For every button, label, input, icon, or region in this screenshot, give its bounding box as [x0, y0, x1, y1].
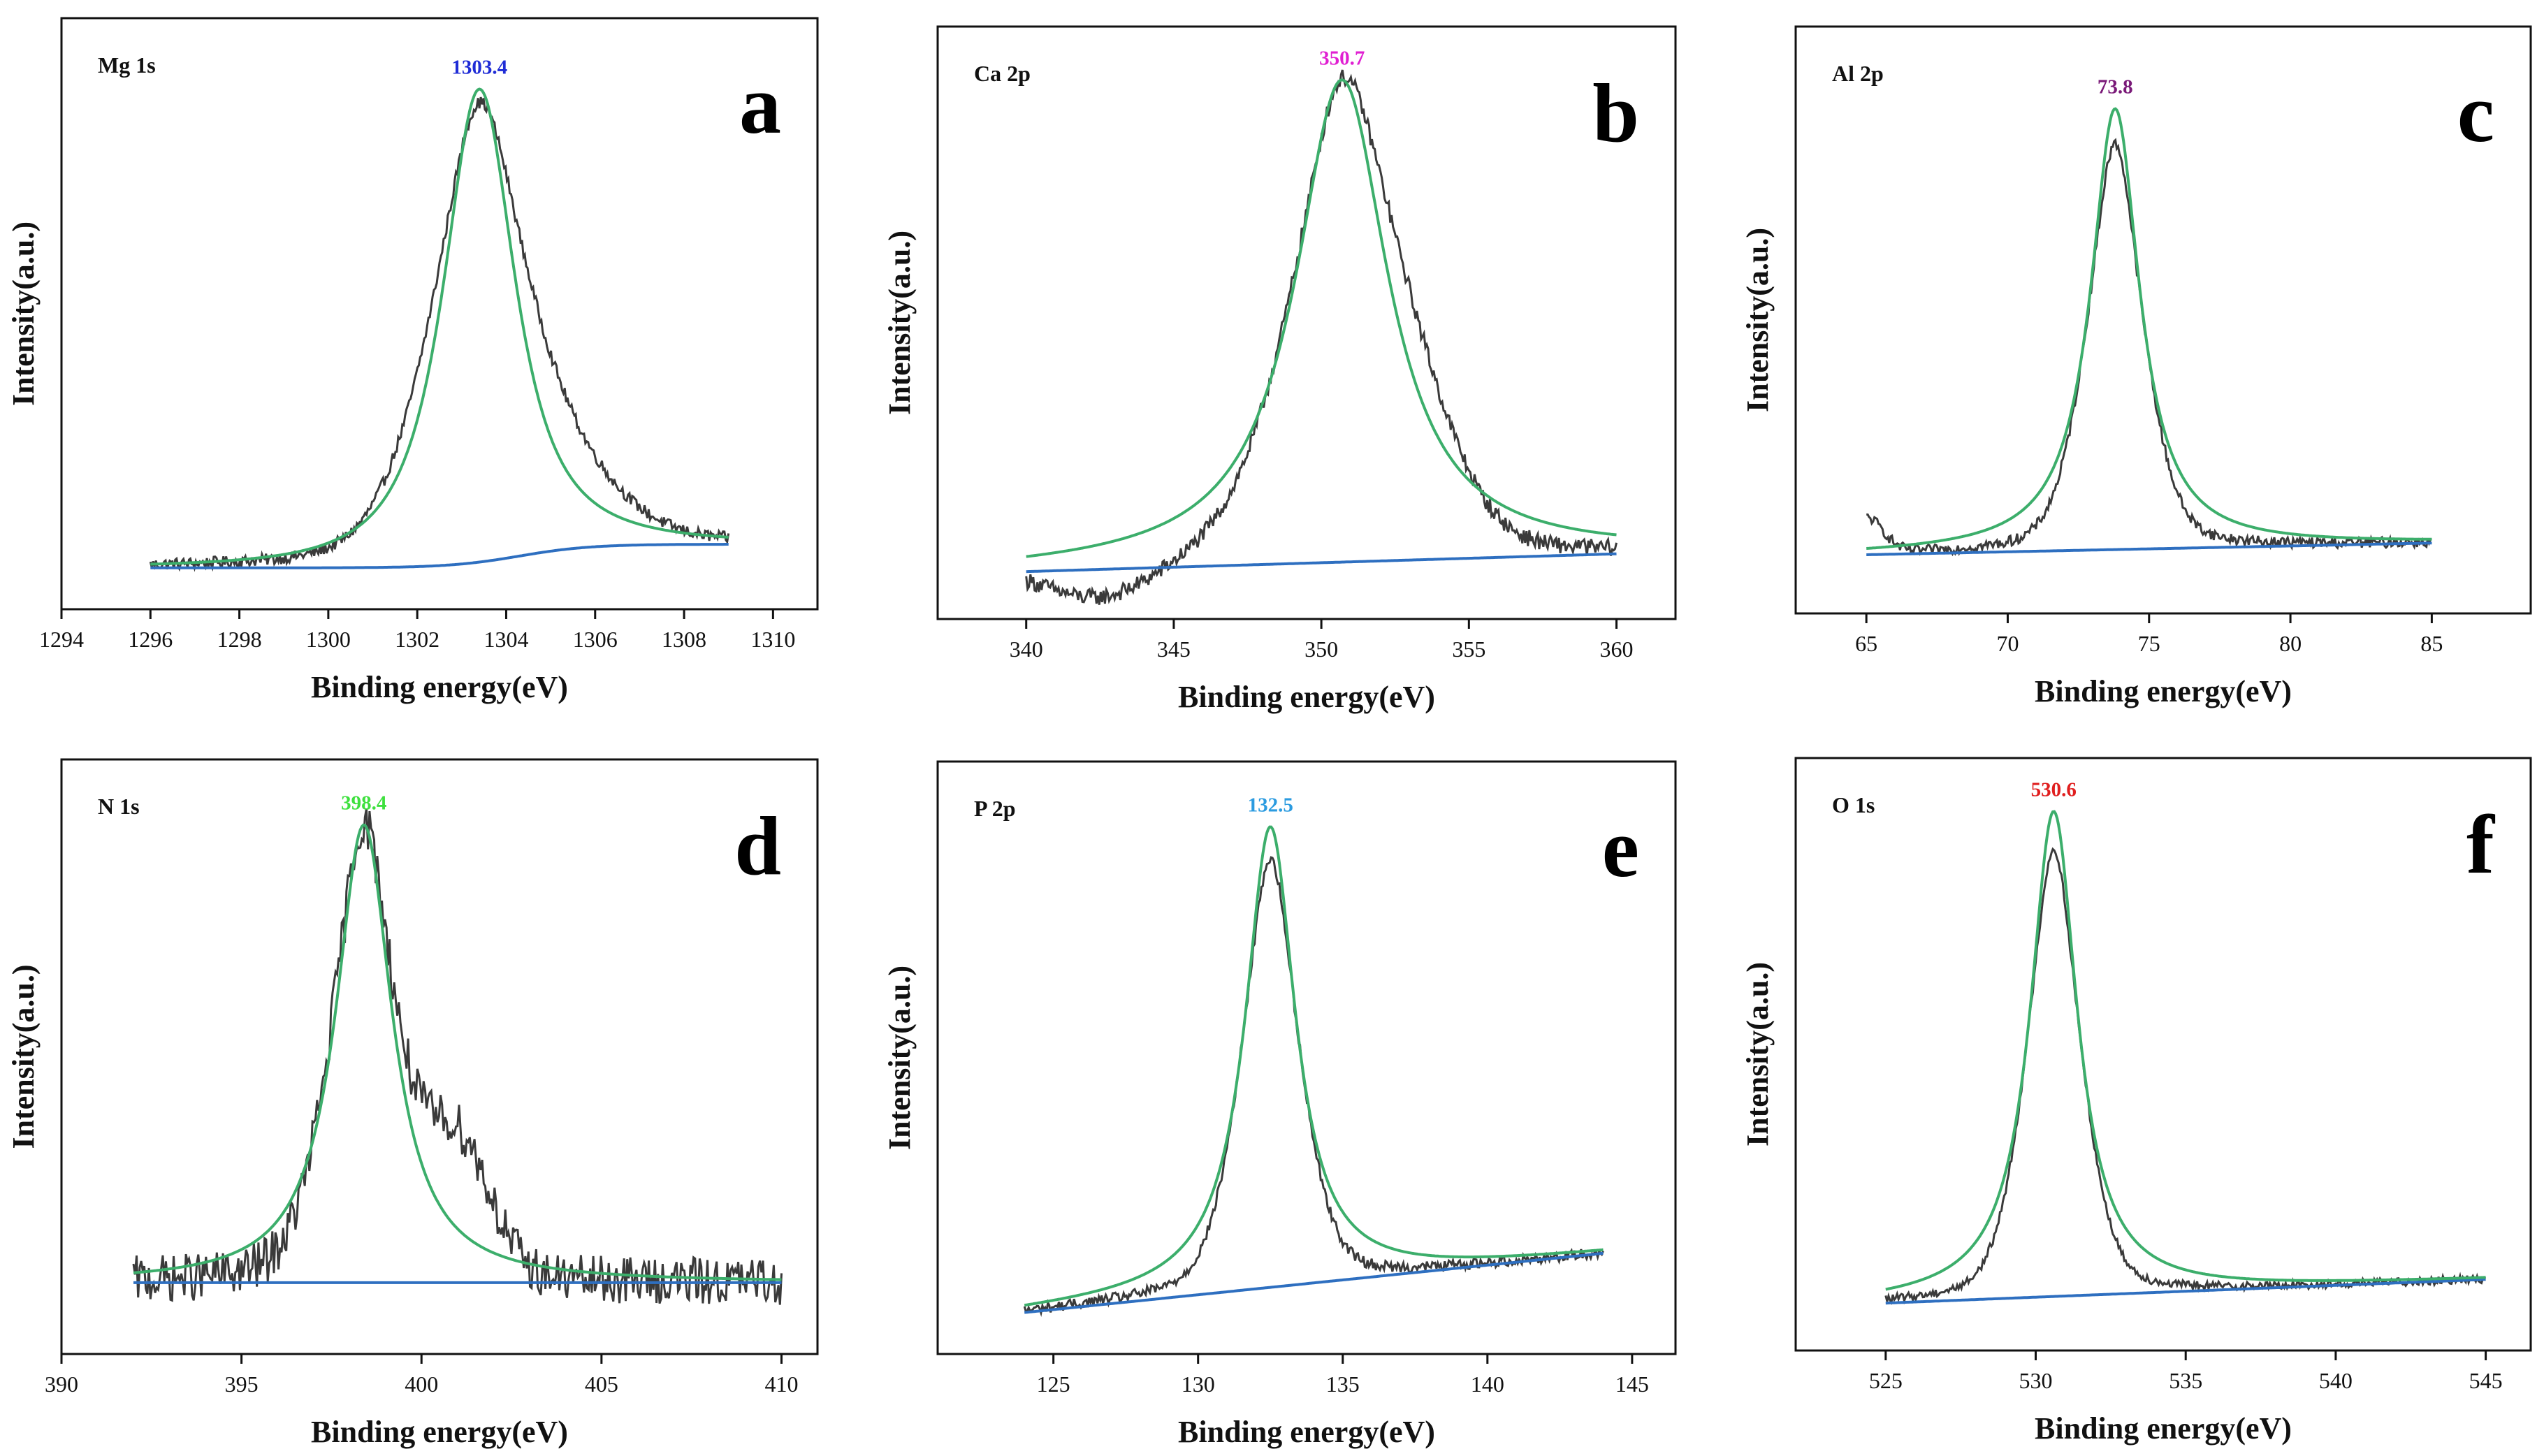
x-tick-label: 1310: [750, 627, 795, 652]
x-tick-label: 340: [1010, 636, 1043, 662]
peak-label: 73.8: [2098, 76, 2133, 99]
panel-f: 525 530 535 540 545 Binding energy(eV) Intensi…: [1740, 757, 2532, 1446]
panel-letter: d: [734, 799, 781, 892]
x-tick-label: 80: [2279, 631, 2302, 656]
panel-b: 340 345 350 355 360 Binding energy(eV) Intensi…: [882, 25, 1677, 714]
plot-frame: [60, 758, 819, 1355]
background-line: [150, 543, 729, 569]
y-axis-label: Intensity(a.u.): [882, 966, 917, 1150]
peak-label: 398.4: [341, 792, 386, 815]
element-label: N 1s: [98, 794, 140, 819]
panel-letter: a: [739, 58, 781, 151]
x-tick-label: 525: [1869, 1368, 1903, 1393]
x-tick-label: 145: [1615, 1371, 1649, 1397]
peak-label: 132.5: [1248, 794, 1293, 816]
x-tick-label: 1300: [306, 627, 351, 652]
background-line: [1866, 541, 2432, 556]
raw-spectrum-line: [149, 96, 730, 572]
panel-letter: f: [2466, 798, 2496, 891]
x-tick-label: 125: [1037, 1371, 1070, 1397]
element-label: Mg 1s: [98, 52, 156, 78]
element-label: P 2p: [974, 796, 1016, 821]
panel-letter: b: [1592, 66, 1639, 159]
peak-label: 350.7: [1319, 47, 1365, 69]
x-tick-label: 530: [2019, 1368, 2053, 1393]
x-tick-label: 400: [405, 1371, 438, 1397]
raw-spectrum-line: [1866, 138, 2432, 557]
fit-line: [1026, 78, 1617, 558]
x-tick-label: 350: [1304, 636, 1338, 662]
element-label: Ca 2p: [974, 61, 1031, 86]
x-tick-label: 405: [585, 1371, 618, 1397]
x-axis-label: Binding energy(eV): [2035, 674, 2292, 708]
raw-spectrum-line: [1023, 856, 1604, 1317]
x-axis-label: Binding energy(eV): [1178, 680, 1435, 714]
y-axis-label: Intensity(a.u.): [1740, 228, 1775, 412]
x-tick-label: 85: [2420, 631, 2443, 656]
panel-d: 390 395 400 405 410 Binding energy(eV) Intensi…: [6, 758, 819, 1449]
x-tick-label: 1306: [573, 627, 618, 652]
panel-letter: c: [2457, 66, 2494, 159]
x-tick-label: 1308: [662, 627, 706, 652]
x-axis-label: Binding energy(eV): [2035, 1411, 2292, 1446]
x-tick-label: 1304: [484, 627, 528, 652]
x-tick-label: 390: [45, 1371, 78, 1397]
element-label: Al 2p: [1832, 61, 1884, 86]
x-tick-label: 535: [2169, 1368, 2202, 1393]
background-line: [1026, 552, 1617, 574]
fit-line: [133, 823, 782, 1281]
x-tick-label: 1302: [395, 627, 439, 652]
background-line: [1024, 1251, 1604, 1314]
element-label: O 1s: [1832, 792, 1875, 817]
raw-spectrum-line: [1884, 847, 2486, 1305]
x-axis-label: Binding energy(eV): [311, 670, 568, 704]
x-tick-label: 540: [2319, 1368, 2353, 1393]
plot-frame: [1794, 757, 2532, 1352]
plot-frame: [60, 17, 819, 611]
y-axis-label: Intensity(a.u.): [6, 964, 41, 1149]
x-tick-label: 360: [1600, 636, 1634, 662]
x-axis-label: Binding energy(eV): [311, 1415, 568, 1449]
x-tick-label: 1296: [128, 627, 173, 652]
x-tick-label: 1298: [217, 627, 262, 652]
x-tick-label: 140: [1471, 1371, 1504, 1397]
fit-line: [150, 87, 729, 566]
y-axis-label: Intensity(a.u.): [1740, 962, 1775, 1146]
x-tick-label: 70: [1996, 631, 2019, 656]
fit-line: [1024, 825, 1604, 1307]
plot-frame: [936, 25, 1677, 620]
peak-label: 530.6: [2031, 778, 2077, 801]
x-tick-label: 355: [1452, 636, 1485, 662]
panel-letter: e: [1602, 801, 1639, 894]
x-axis-label: Binding energy(eV): [1178, 1415, 1435, 1449]
peak-label: 1303.4: [451, 57, 507, 79]
x-tick-label: 345: [1157, 636, 1191, 662]
x-tick-label: 545: [2469, 1368, 2503, 1393]
raw-spectrum-line: [1025, 69, 1618, 605]
plot-frame: [936, 760, 1677, 1355]
fit-line: [1866, 107, 2432, 550]
panel-e: 125 130 135 140 145 Binding energy(eV) Intensi…: [882, 760, 1677, 1449]
background-line: [1885, 1278, 2486, 1305]
x-tick-label: 75: [2138, 631, 2160, 656]
x-tick-label: 130: [1182, 1371, 1215, 1397]
x-tick-label: 410: [764, 1371, 798, 1397]
panel-c: 65 70 75 80 85 Binding energy(eV) Intensity(a.…: [1740, 25, 2532, 708]
x-tick-label: 1294: [39, 627, 84, 652]
x-tick-label: 395: [225, 1371, 259, 1397]
y-axis-label: Intensity(a.u.): [6, 221, 41, 406]
fit-line: [1885, 810, 2486, 1291]
y-axis-label: Intensity(a.u.): [882, 231, 917, 415]
plot-frame: [1794, 25, 2532, 615]
x-tick-label: 65: [1855, 631, 1877, 656]
panel-a: 1294 1296 1298 1300 1302 1304 1306 1308 1310 Bind…: [6, 17, 819, 704]
x-tick-label: 135: [1326, 1371, 1360, 1397]
